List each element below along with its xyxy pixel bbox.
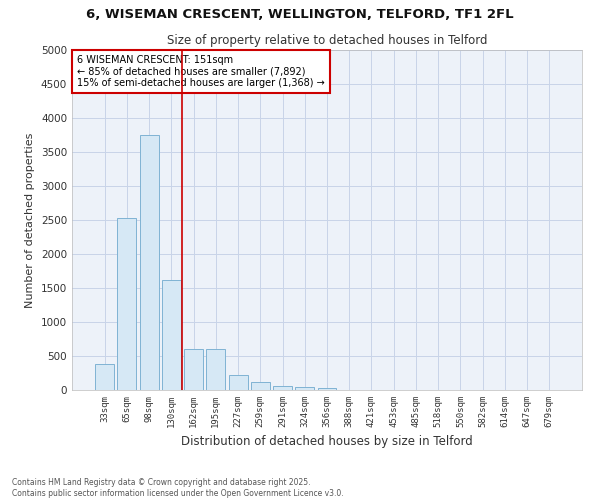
Text: Contains HM Land Registry data © Crown copyright and database right 2025.
Contai: Contains HM Land Registry data © Crown c… — [12, 478, 344, 498]
Bar — [95, 364, 114, 390]
Bar — [229, 375, 248, 390]
Text: 6 WISEMAN CRESCENT: 151sqm
← 85% of detached houses are smaller (7,892)
15% of s: 6 WISEMAN CRESCENT: 151sqm ← 85% of deta… — [77, 55, 325, 88]
Text: 6, WISEMAN CRESCENT, WELLINGTON, TELFORD, TF1 2FL: 6, WISEMAN CRESCENT, WELLINGTON, TELFORD… — [86, 8, 514, 20]
Bar — [206, 348, 225, 390]
Bar — [140, 135, 158, 390]
Title: Size of property relative to detached houses in Telford: Size of property relative to detached ho… — [167, 34, 487, 48]
Bar — [295, 386, 314, 390]
Bar — [162, 280, 181, 390]
Bar — [118, 218, 136, 390]
Bar — [184, 348, 203, 390]
Bar — [251, 382, 270, 390]
Bar — [273, 386, 292, 390]
Bar — [317, 388, 337, 390]
X-axis label: Distribution of detached houses by size in Telford: Distribution of detached houses by size … — [181, 436, 473, 448]
Y-axis label: Number of detached properties: Number of detached properties — [25, 132, 35, 308]
